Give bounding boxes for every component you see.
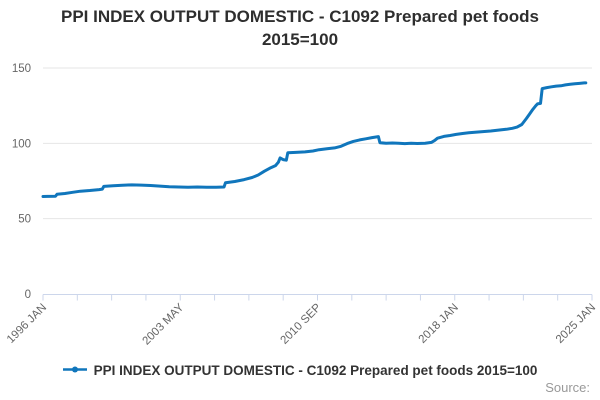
y-axis-label-50: 50: [18, 214, 31, 226]
x-axis-label: 2003 MAY: [141, 301, 187, 347]
x-axis-label: 2010 SEP: [279, 301, 324, 346]
chart-title-line2: 2015=100: [261, 29, 339, 49]
chart-title-line1: PPI INDEX OUTPUT DOMESTIC - C1092 Prepar…: [61, 7, 539, 26]
ppi-series-line[interactable]: [41, 81, 588, 198]
legend-line-marker-icon: [62, 361, 87, 379]
legend-label: PPI INDEX OUTPUT DOMESTIC - C1092 Prepar…: [93, 362, 538, 378]
line-chart-svg: 0 50 100 150 1996 JAN 2003 MAY 2010 SEP 2018 JA…: [5, 63, 598, 347]
x-axis-label: 2018 JAN: [417, 302, 461, 346]
y-axis-label-150: 150: [12, 63, 31, 75]
source-attribution: Source:: [545, 380, 590, 395]
y-axis-label-100: 100: [12, 138, 31, 150]
x-axis-label: 2025 JAN: [554, 302, 598, 346]
legend-item[interactable]: PPI INDEX OUTPUT DOMESTIC - C1092 Prepar…: [0, 361, 600, 379]
chart-title: PPI INDEX OUTPUT DOMESTIC - C1092 Prepar…: [0, 6, 600, 52]
y-axis-label-0: 0: [25, 289, 31, 301]
x-axis-label: 1996 JAN: [5, 302, 49, 346]
